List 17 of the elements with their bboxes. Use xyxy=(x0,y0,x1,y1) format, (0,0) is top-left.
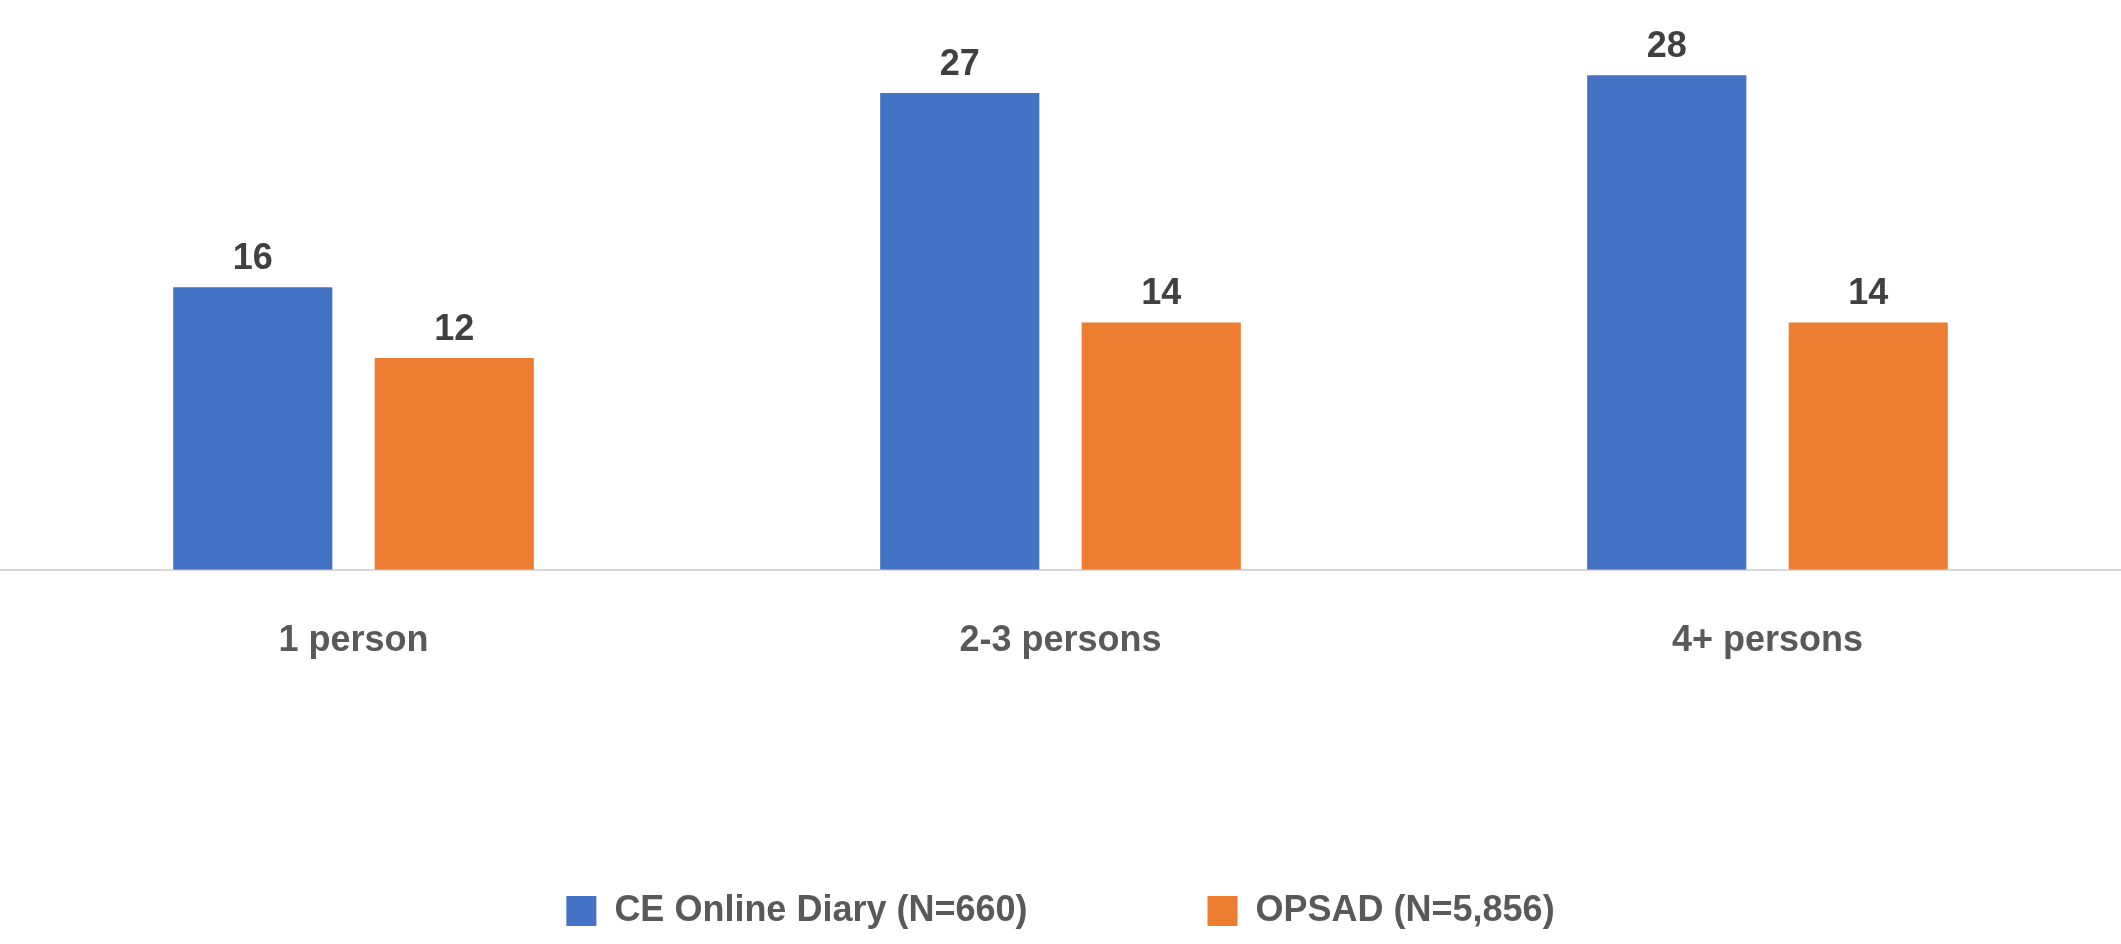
data-label: 14 xyxy=(1141,271,1182,313)
bar xyxy=(1788,322,1948,570)
x-tick-label: 1 person xyxy=(278,618,429,660)
data-label: 27 xyxy=(939,41,980,83)
data-label: 16 xyxy=(232,236,273,278)
bar xyxy=(880,92,1040,570)
bar xyxy=(1081,322,1241,570)
legend-label: OPSAD (N=5,856) xyxy=(1255,887,1555,929)
bar xyxy=(374,357,534,570)
data-label: 14 xyxy=(1848,271,1889,313)
bar xyxy=(173,287,333,570)
x-tick-label: 2-3 persons xyxy=(959,618,1162,660)
legend-label: CE Online Diary (N=660) xyxy=(614,887,1028,929)
data-label: 12 xyxy=(434,306,475,348)
data-label: 28 xyxy=(1646,24,1687,66)
x-tick-label: 4+ persons xyxy=(1671,618,1864,660)
bar xyxy=(1587,75,1747,570)
